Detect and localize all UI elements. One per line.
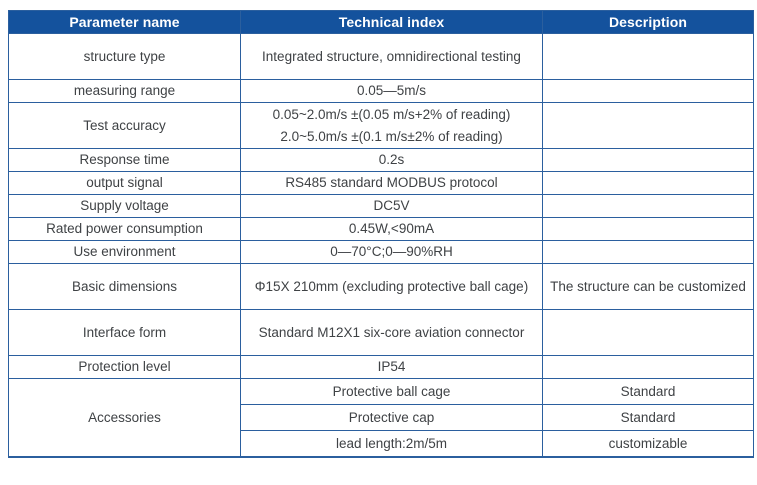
cell-parameter: structure type <box>8 33 241 80</box>
cell-technical-index: IP54 <box>240 355 543 379</box>
table-row-interface-form: Interface form Standard M12X1 six-core a… <box>8 309 754 356</box>
cell-technical-index: 0.05~2.0m/s ±(0.05 m/s+2% of reading) 2.… <box>240 102 543 149</box>
cell-description <box>542 240 754 264</box>
cell-technical-index: 0.45W,<90mA <box>240 217 543 241</box>
cell-description: customizable <box>542 430 754 458</box>
table-row-accessories-2: Protective cap Standard <box>9 404 754 431</box>
cell-description: Standard <box>542 404 754 431</box>
cell-description <box>542 171 754 195</box>
table-row-use-environment: Use environment 0—70°C;0—90%RH <box>8 240 754 264</box>
table-row-test-accuracy: Test accuracy 0.05~2.0m/s ±(0.05 m/s+2% … <box>8 102 754 149</box>
cell-technical-index: Protective cap <box>240 404 543 431</box>
cell-parameter: Use environment <box>8 240 241 264</box>
cell-technical-index: 0.05—5m/s <box>240 79 543 103</box>
cell-description <box>542 79 754 103</box>
cell-description <box>542 33 754 80</box>
cell-description <box>542 217 754 241</box>
cell-technical-index: DC5V <box>240 194 543 218</box>
cell-technical-index: lead length:2m/5m <box>240 430 543 458</box>
column-header-technical-index: Technical index <box>240 10 543 34</box>
cell-parameter: output signal <box>8 171 241 195</box>
cell-technical-index: RS485 standard MODBUS protocol <box>240 171 543 195</box>
cell-description <box>542 309 754 356</box>
cell-parameter: Protection level <box>8 355 241 379</box>
table-row-accessories-1: Accessories Protective ball cage Standar… <box>8 378 754 458</box>
cell-technical-index: Integrated structure, omnidirectional te… <box>240 33 543 80</box>
cell-technical-index: Protective ball cage <box>240 378 543 405</box>
cell-description <box>542 194 754 218</box>
cell-technical-index: 0—70°C;0—90%RH <box>240 240 543 264</box>
cell-parameter: Basic dimensions <box>8 263 241 310</box>
header-row: Parameter name Technical index Descripti… <box>8 10 754 34</box>
specification-table: Parameter name Technical index Descripti… <box>8 10 754 458</box>
cell-parameter: Rated power consumption <box>8 217 241 241</box>
cell-parameter: Test accuracy <box>8 102 241 149</box>
table-row-measuring-range: measuring range 0.05—5m/s <box>8 79 754 103</box>
cell-parameter-accessories: Accessories <box>8 378 241 458</box>
table-row-accessories-3: lead length:2m/5m customizable <box>9 430 754 458</box>
cell-description <box>542 148 754 172</box>
column-header-description: Description <box>542 10 754 34</box>
table-row-response-time: Response time 0.2s <box>8 148 754 172</box>
cell-parameter: Supply voltage <box>8 194 241 218</box>
cell-description <box>542 355 754 379</box>
cell-parameter: Response time <box>8 148 241 172</box>
cell-technical-index: Standard M12X1 six-core aviation connect… <box>240 309 543 356</box>
column-header-parameter-name: Parameter name <box>8 10 241 34</box>
table-row-protection-level: Protection level IP54 <box>8 355 754 379</box>
table-row-rated-power-consumption: Rated power consumption 0.45W,<90mA <box>8 217 754 241</box>
cell-description <box>542 102 754 149</box>
cell-description: Standard <box>542 378 754 405</box>
table-row-structure-type: structure type Integrated structure, omn… <box>8 33 754 80</box>
table-row-supply-voltage: Supply voltage DC5V <box>8 194 754 218</box>
cell-parameter: Interface form <box>8 309 241 356</box>
table-row-output-signal: output signal RS485 standard MODBUS prot… <box>8 171 754 195</box>
table-row-basic-dimensions: Basic dimensions Φ15X 210mm (excluding p… <box>8 263 754 310</box>
cell-technical-index: 0.2s <box>240 148 543 172</box>
cell-parameter: measuring range <box>8 79 241 103</box>
cell-description: The structure can be customized <box>542 263 754 310</box>
cell-technical-index: Φ15X 210mm (excluding protective ball ca… <box>240 263 543 310</box>
